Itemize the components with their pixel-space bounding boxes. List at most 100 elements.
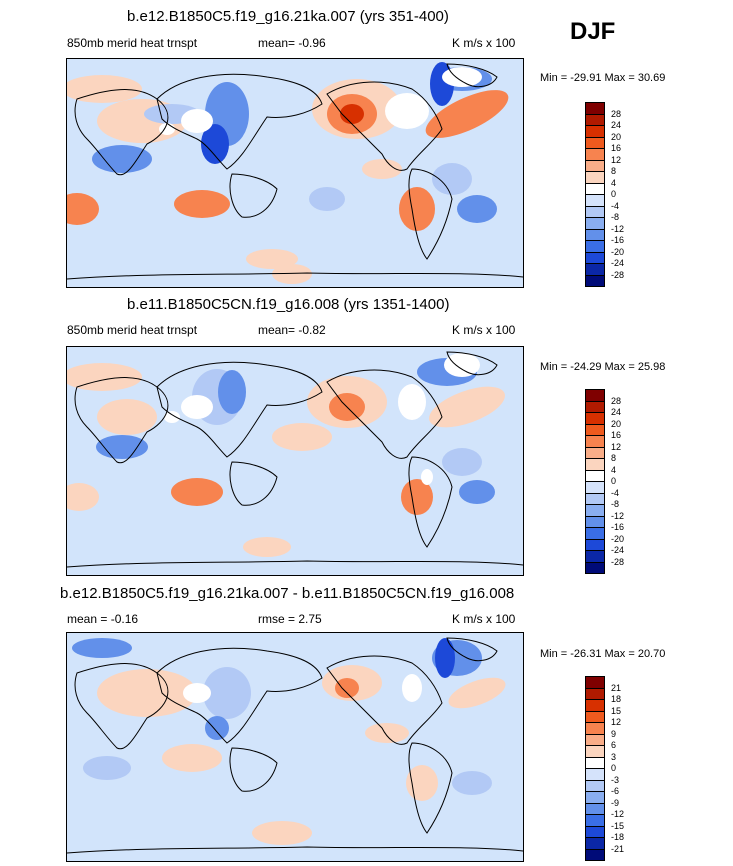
colorbar-tick-label: -18 (611, 832, 625, 842)
contour-region (171, 478, 223, 506)
contour-region (429, 386, 505, 428)
panel-1-map-field (67, 62, 523, 284)
contour-region (201, 124, 229, 164)
contour-region (252, 821, 312, 845)
colorbar-tick-label: 3 (611, 751, 617, 762)
contour-region (174, 190, 230, 218)
contour-region (457, 195, 497, 223)
colorbar-tick-label: -21 (611, 843, 625, 854)
panel-1-map (66, 58, 524, 288)
colorbar-tick-label: 20 (611, 131, 622, 142)
coastline (67, 560, 523, 568)
coastline (156, 73, 323, 170)
contour-region (246, 249, 298, 269)
colorbar-tick-label: 0 (611, 189, 617, 199)
panel-1-mean-label: mean= -0.96 (258, 36, 326, 50)
coastline (74, 663, 169, 750)
coastline (67, 846, 523, 854)
panel-3-map (66, 632, 524, 862)
contour-region (205, 716, 229, 740)
masked-region (164, 411, 180, 423)
coastline (408, 742, 453, 834)
colorbar-tick-label: 16 (611, 430, 622, 440)
contour-region (97, 399, 157, 435)
colorbar-tick-label: 12 (611, 717, 622, 727)
colorbar-tick-label: 28 (611, 108, 622, 119)
panel-3-title: b.e12.B1850C5.f19_g16.21ka.007 - b.e11.B… (60, 585, 515, 602)
coastline (326, 369, 443, 459)
colorbar-tick-label: -6 (611, 786, 620, 796)
colorbar-tick-label: -15 (611, 820, 625, 831)
masked-region (421, 469, 433, 485)
colorbar-swatch (585, 561, 605, 574)
colorbar-tick-label: 8 (611, 453, 617, 463)
panel-2-mean-label: mean= -0.82 (258, 323, 326, 337)
coastline (446, 637, 498, 662)
colorbar-tick-label: -9 (611, 797, 620, 808)
contour-region (97, 669, 197, 717)
colorbar-tick-label: 4 (611, 464, 617, 475)
colorbar-tick-label: 0 (611, 763, 617, 773)
coastline (74, 377, 169, 464)
contour-region (448, 677, 506, 709)
contour-region (67, 193, 99, 225)
masked-region (181, 109, 213, 133)
contour-region (92, 145, 152, 173)
panel-2-units-label: K m/s x 100 (452, 323, 516, 337)
season-label: DJF (570, 18, 616, 45)
contour-region (435, 638, 455, 678)
contour-region (401, 479, 433, 515)
coastline (326, 655, 443, 745)
masked-region (398, 384, 426, 420)
panel-3-units-label: K m/s x 100 (452, 612, 516, 626)
contour-region (83, 756, 131, 780)
coastline (67, 272, 523, 280)
panel-1-variable-label: 850mb merid heat trnspt (67, 36, 198, 50)
colorbar-tick-label: -3 (611, 774, 620, 785)
colorbar-tick-label: 21 (611, 682, 622, 693)
colorbar-tick-label: 9 (611, 728, 617, 739)
colorbar-tick-label: 4 (611, 177, 617, 188)
colorbar-tick-label: -16 (611, 235, 625, 245)
coastline (156, 361, 323, 458)
colorbar-tick-label: -4 (611, 200, 620, 211)
colorbar-tick-label: 6 (611, 740, 617, 750)
contour-region (218, 370, 246, 414)
coastline (326, 81, 443, 171)
coastline (229, 747, 278, 792)
colorbar-tick-label: -20 (611, 533, 625, 544)
contour-region (162, 744, 222, 772)
colorbar-swatch (585, 848, 605, 861)
panel-3-mean-label: mean = -0.16 (67, 612, 139, 626)
coastline (229, 461, 278, 506)
colorbar-tick-label: -28 (611, 269, 625, 280)
panel-2-variable-label: 850mb merid heat trnspt (67, 323, 198, 337)
panel-3-map-field (67, 637, 523, 854)
contour-region (243, 537, 291, 557)
colorbar-tick-label: -20 (611, 246, 625, 257)
coastline (156, 647, 323, 744)
contour-region (272, 264, 312, 284)
contour-region (72, 638, 132, 658)
contour-region (399, 187, 435, 231)
panel-3-min-max: Min = -26.31 Max = 20.70 (540, 648, 666, 660)
contour-region (335, 678, 359, 698)
contour-region (406, 765, 438, 801)
panel-2-min-max: Min = -24.29 Max = 25.98 (540, 361, 666, 373)
contour-region (452, 771, 492, 795)
contour-region (365, 723, 409, 743)
panel-1-title: b.e12.B1850C5.f19_g16.21ka.007 (yrs 351-… (127, 8, 449, 25)
panel-1-min-max: Min = -29.91 Max = 30.69 (540, 72, 666, 84)
colorbar-tick-label: -12 (611, 809, 625, 819)
colorbar-tick-label: -8 (611, 212, 620, 222)
colorbar-tick-label: 15 (611, 705, 622, 716)
colorbar-tick-label: -4 (611, 487, 620, 498)
colorbar-tick-label: -8 (611, 499, 620, 509)
coastline (408, 456, 453, 548)
panel-1-units-label: K m/s x 100 (452, 36, 516, 50)
contour-region (459, 480, 495, 504)
panel-3-rmse-label: rmse = 2.75 (258, 612, 322, 626)
colorbar-tick-label: 24 (611, 120, 622, 130)
colorbar-tick-label: 24 (611, 407, 622, 417)
colorbar-tick-label: 8 (611, 166, 617, 176)
